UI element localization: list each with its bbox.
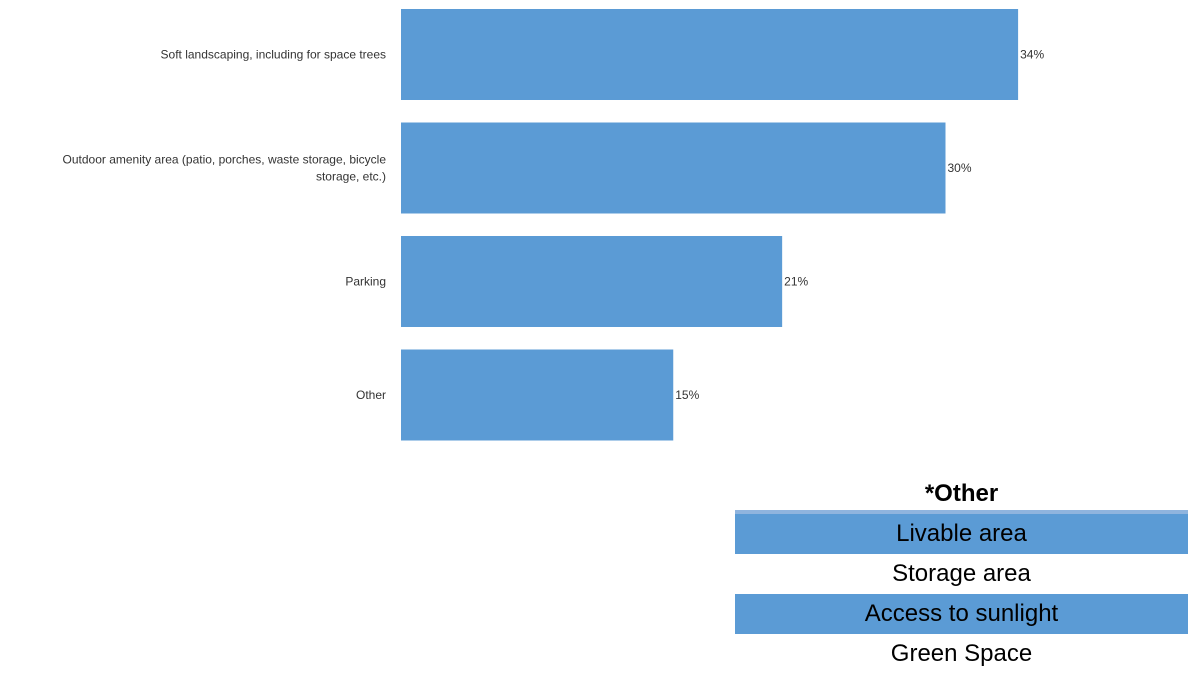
category-label-line: Soft landscaping, including for space tr… xyxy=(161,48,386,62)
other-breakdown-table: *Other Livable area Storage area Access … xyxy=(735,478,1188,674)
category-label-outdoor-amenity-area-patio-por: Outdoor amenity area (patio, porches, wa… xyxy=(63,153,387,184)
category-label-parking: Parking xyxy=(345,275,386,289)
value-label-parking: 21% xyxy=(784,275,808,289)
category-label-line: Other xyxy=(356,388,386,402)
value-label-soft-landscaping-including-for: 34% xyxy=(1020,48,1044,62)
bar-chart: 34% Soft landscaping, including for space… xyxy=(63,9,1044,441)
other-row-green-space: Green Space xyxy=(890,640,1033,667)
other-table-title: *Other xyxy=(924,480,999,507)
value-label-other: 15% xyxy=(675,388,699,402)
other-table-divider xyxy=(735,510,1188,514)
value-label-outdoor-amenity-area-patio-por: 30% xyxy=(948,161,972,175)
bar-outdoor-amenity-area-patio-por xyxy=(401,122,946,214)
bar-other xyxy=(401,349,674,441)
category-label-line: Parking xyxy=(345,275,386,289)
category-label-line: Outdoor amenity area (patio, porches, wa… xyxy=(63,153,387,167)
category-label-line: storage, etc.) xyxy=(316,170,386,184)
category-label-other: Other xyxy=(356,388,386,402)
other-row-storage-area: Storage area xyxy=(892,560,1031,587)
category-label-soft-landscaping-including-for: Soft landscaping, including for space tr… xyxy=(161,48,386,62)
other-row-access-to-sunlight: Access to sunlight xyxy=(735,594,1188,634)
bar-parking xyxy=(401,236,783,327)
other-row-livable-area: Livable area xyxy=(735,514,1188,554)
bar-soft-landscaping-including-for xyxy=(401,9,1019,100)
